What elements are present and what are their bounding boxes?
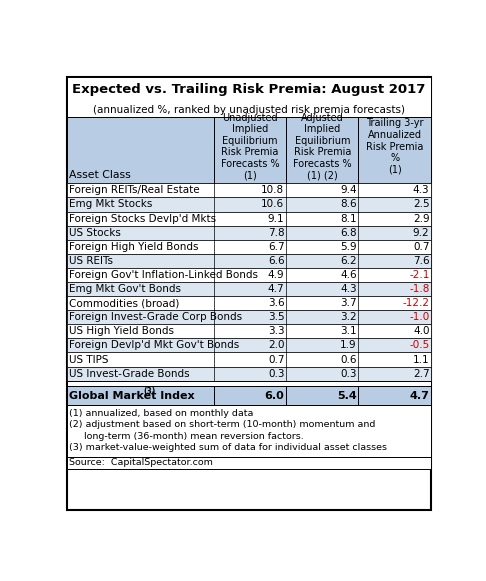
Bar	[67, 268, 432, 282]
Text: Adjusted
Implied
Equilibrium
Risk Premia
Forecasts %
(1) (2): Adjusted Implied Equilibrium Risk Premia…	[293, 113, 352, 181]
Text: 4.7: 4.7	[268, 284, 284, 294]
Text: long-term (36-month) mean reversion factors.: long-term (36-month) mean reversion fact…	[69, 432, 303, 441]
Text: 6.8: 6.8	[340, 228, 357, 238]
Text: Foreign Invest-Grade Corp Bonds: Foreign Invest-Grade Corp Bonds	[69, 312, 242, 322]
Bar	[67, 310, 432, 324]
Text: 7.6: 7.6	[413, 256, 430, 266]
Text: Asset Class: Asset Class	[69, 170, 131, 180]
Text: -1.0: -1.0	[409, 312, 430, 322]
Bar	[67, 406, 432, 457]
Text: 1.1: 1.1	[413, 354, 430, 364]
Text: Foreign Devlp'd Mkt Gov't Bonds: Foreign Devlp'd Mkt Gov't Bonds	[69, 340, 239, 350]
Bar	[67, 254, 432, 268]
Text: 5.9: 5.9	[340, 242, 357, 252]
Text: 4.9: 4.9	[268, 270, 284, 280]
Bar	[67, 225, 432, 240]
Text: 3.5: 3.5	[268, 312, 284, 322]
Text: Emg Mkt Stocks: Emg Mkt Stocks	[69, 199, 152, 210]
Text: -12.2: -12.2	[402, 298, 430, 308]
Text: Source:  CapitalSpectator.com: Source: CapitalSpectator.com	[69, 458, 212, 468]
Bar	[67, 77, 432, 117]
Text: Foreign REITs/Real Estate: Foreign REITs/Real Estate	[69, 185, 199, 195]
Bar	[67, 184, 432, 198]
Text: 6.0: 6.0	[265, 391, 284, 401]
Text: 3.7: 3.7	[340, 298, 357, 308]
Text: (3) market-value-weighted sum of data for individual asset classes: (3) market-value-weighted sum of data fo…	[69, 443, 387, 452]
Text: 4.0: 4.0	[413, 327, 430, 336]
Text: 2.7: 2.7	[413, 368, 430, 379]
Bar	[67, 117, 432, 184]
Text: 3.6: 3.6	[268, 298, 284, 308]
Text: Foreign Gov't Inflation-Linked Bonds: Foreign Gov't Inflation-Linked Bonds	[69, 270, 258, 280]
Text: 2.5: 2.5	[413, 199, 430, 210]
Text: -2.1: -2.1	[409, 270, 430, 280]
Text: 3.2: 3.2	[340, 312, 357, 322]
Text: 8.6: 8.6	[340, 199, 357, 210]
Bar	[67, 367, 432, 381]
Bar	[67, 457, 432, 469]
Text: 5.4: 5.4	[337, 391, 357, 401]
Text: 8.1: 8.1	[340, 214, 357, 224]
Text: Unadjusted
Implied
Equilibrium
Risk Premia
Forecasts %
(1): Unadjusted Implied Equilibrium Risk Prem…	[221, 113, 279, 181]
Text: Global Market Index: Global Market Index	[69, 391, 198, 401]
Text: 2.0: 2.0	[268, 340, 284, 350]
Text: Emg Mkt Gov't Bonds: Emg Mkt Gov't Bonds	[69, 284, 181, 294]
Text: 3.1: 3.1	[340, 327, 357, 336]
Bar	[67, 296, 432, 310]
Bar	[67, 353, 432, 367]
Text: 4.7: 4.7	[410, 391, 430, 401]
Text: 9.1: 9.1	[268, 214, 284, 224]
Text: (2) adjustment based on short-term (10-month) momentum and: (2) adjustment based on short-term (10-m…	[69, 420, 375, 429]
Text: (1) annualized, based on monthly data: (1) annualized, based on monthly data	[69, 409, 253, 418]
Bar	[67, 324, 432, 338]
Text: US High Yield Bonds: US High Yield Bonds	[69, 327, 174, 336]
Text: 10.8: 10.8	[261, 185, 284, 195]
Text: Expected vs. Trailing Risk Premia: August 2017: Expected vs. Trailing Risk Premia: Augus…	[72, 83, 426, 96]
Text: 3.3: 3.3	[268, 327, 284, 336]
Text: 4.3: 4.3	[340, 284, 357, 294]
Text: 1.9: 1.9	[340, 340, 357, 350]
Text: US REITs: US REITs	[69, 256, 113, 266]
Text: 0.3: 0.3	[340, 368, 357, 379]
Bar	[67, 386, 432, 406]
Bar	[67, 240, 432, 254]
Bar	[67, 338, 432, 353]
Text: -1.8: -1.8	[409, 284, 430, 294]
Bar	[67, 198, 432, 211]
Text: 9.4: 9.4	[340, 185, 357, 195]
Text: 7.8: 7.8	[268, 228, 284, 238]
Text: Foreign Stocks Devlp'd Mkts: Foreign Stocks Devlp'd Mkts	[69, 214, 216, 224]
Text: 0.7: 0.7	[268, 354, 284, 364]
Text: US Invest-Grade Bonds: US Invest-Grade Bonds	[69, 368, 189, 379]
Bar	[67, 282, 432, 296]
Text: 2.9: 2.9	[413, 214, 430, 224]
Text: 0.6: 0.6	[340, 354, 357, 364]
Text: 6.2: 6.2	[340, 256, 357, 266]
Text: 4.3: 4.3	[413, 185, 430, 195]
Text: 10.6: 10.6	[261, 199, 284, 210]
Bar	[67, 381, 432, 386]
Text: US Stocks: US Stocks	[69, 228, 121, 238]
Text: 0.3: 0.3	[268, 368, 284, 379]
Text: 0.7: 0.7	[413, 242, 430, 252]
Bar	[67, 211, 432, 225]
Text: US TIPS: US TIPS	[69, 354, 108, 364]
Text: Commodities (broad): Commodities (broad)	[69, 298, 179, 308]
Text: -0.5: -0.5	[409, 340, 430, 350]
Text: 4.6: 4.6	[340, 270, 357, 280]
Text: (annualized %, ranked by unadjusted risk premia forecasts): (annualized %, ranked by unadjusted risk…	[93, 105, 405, 115]
Text: 6.7: 6.7	[268, 242, 284, 252]
Text: 9.2: 9.2	[413, 228, 430, 238]
Text: Trailing 3-yr
Annualized
Risk Premia
%
(1): Trailing 3-yr Annualized Risk Premia % (…	[366, 119, 424, 175]
Text: (3): (3)	[143, 387, 156, 396]
Text: 6.6: 6.6	[268, 256, 284, 266]
Text: Foreign High Yield Bonds: Foreign High Yield Bonds	[69, 242, 198, 252]
